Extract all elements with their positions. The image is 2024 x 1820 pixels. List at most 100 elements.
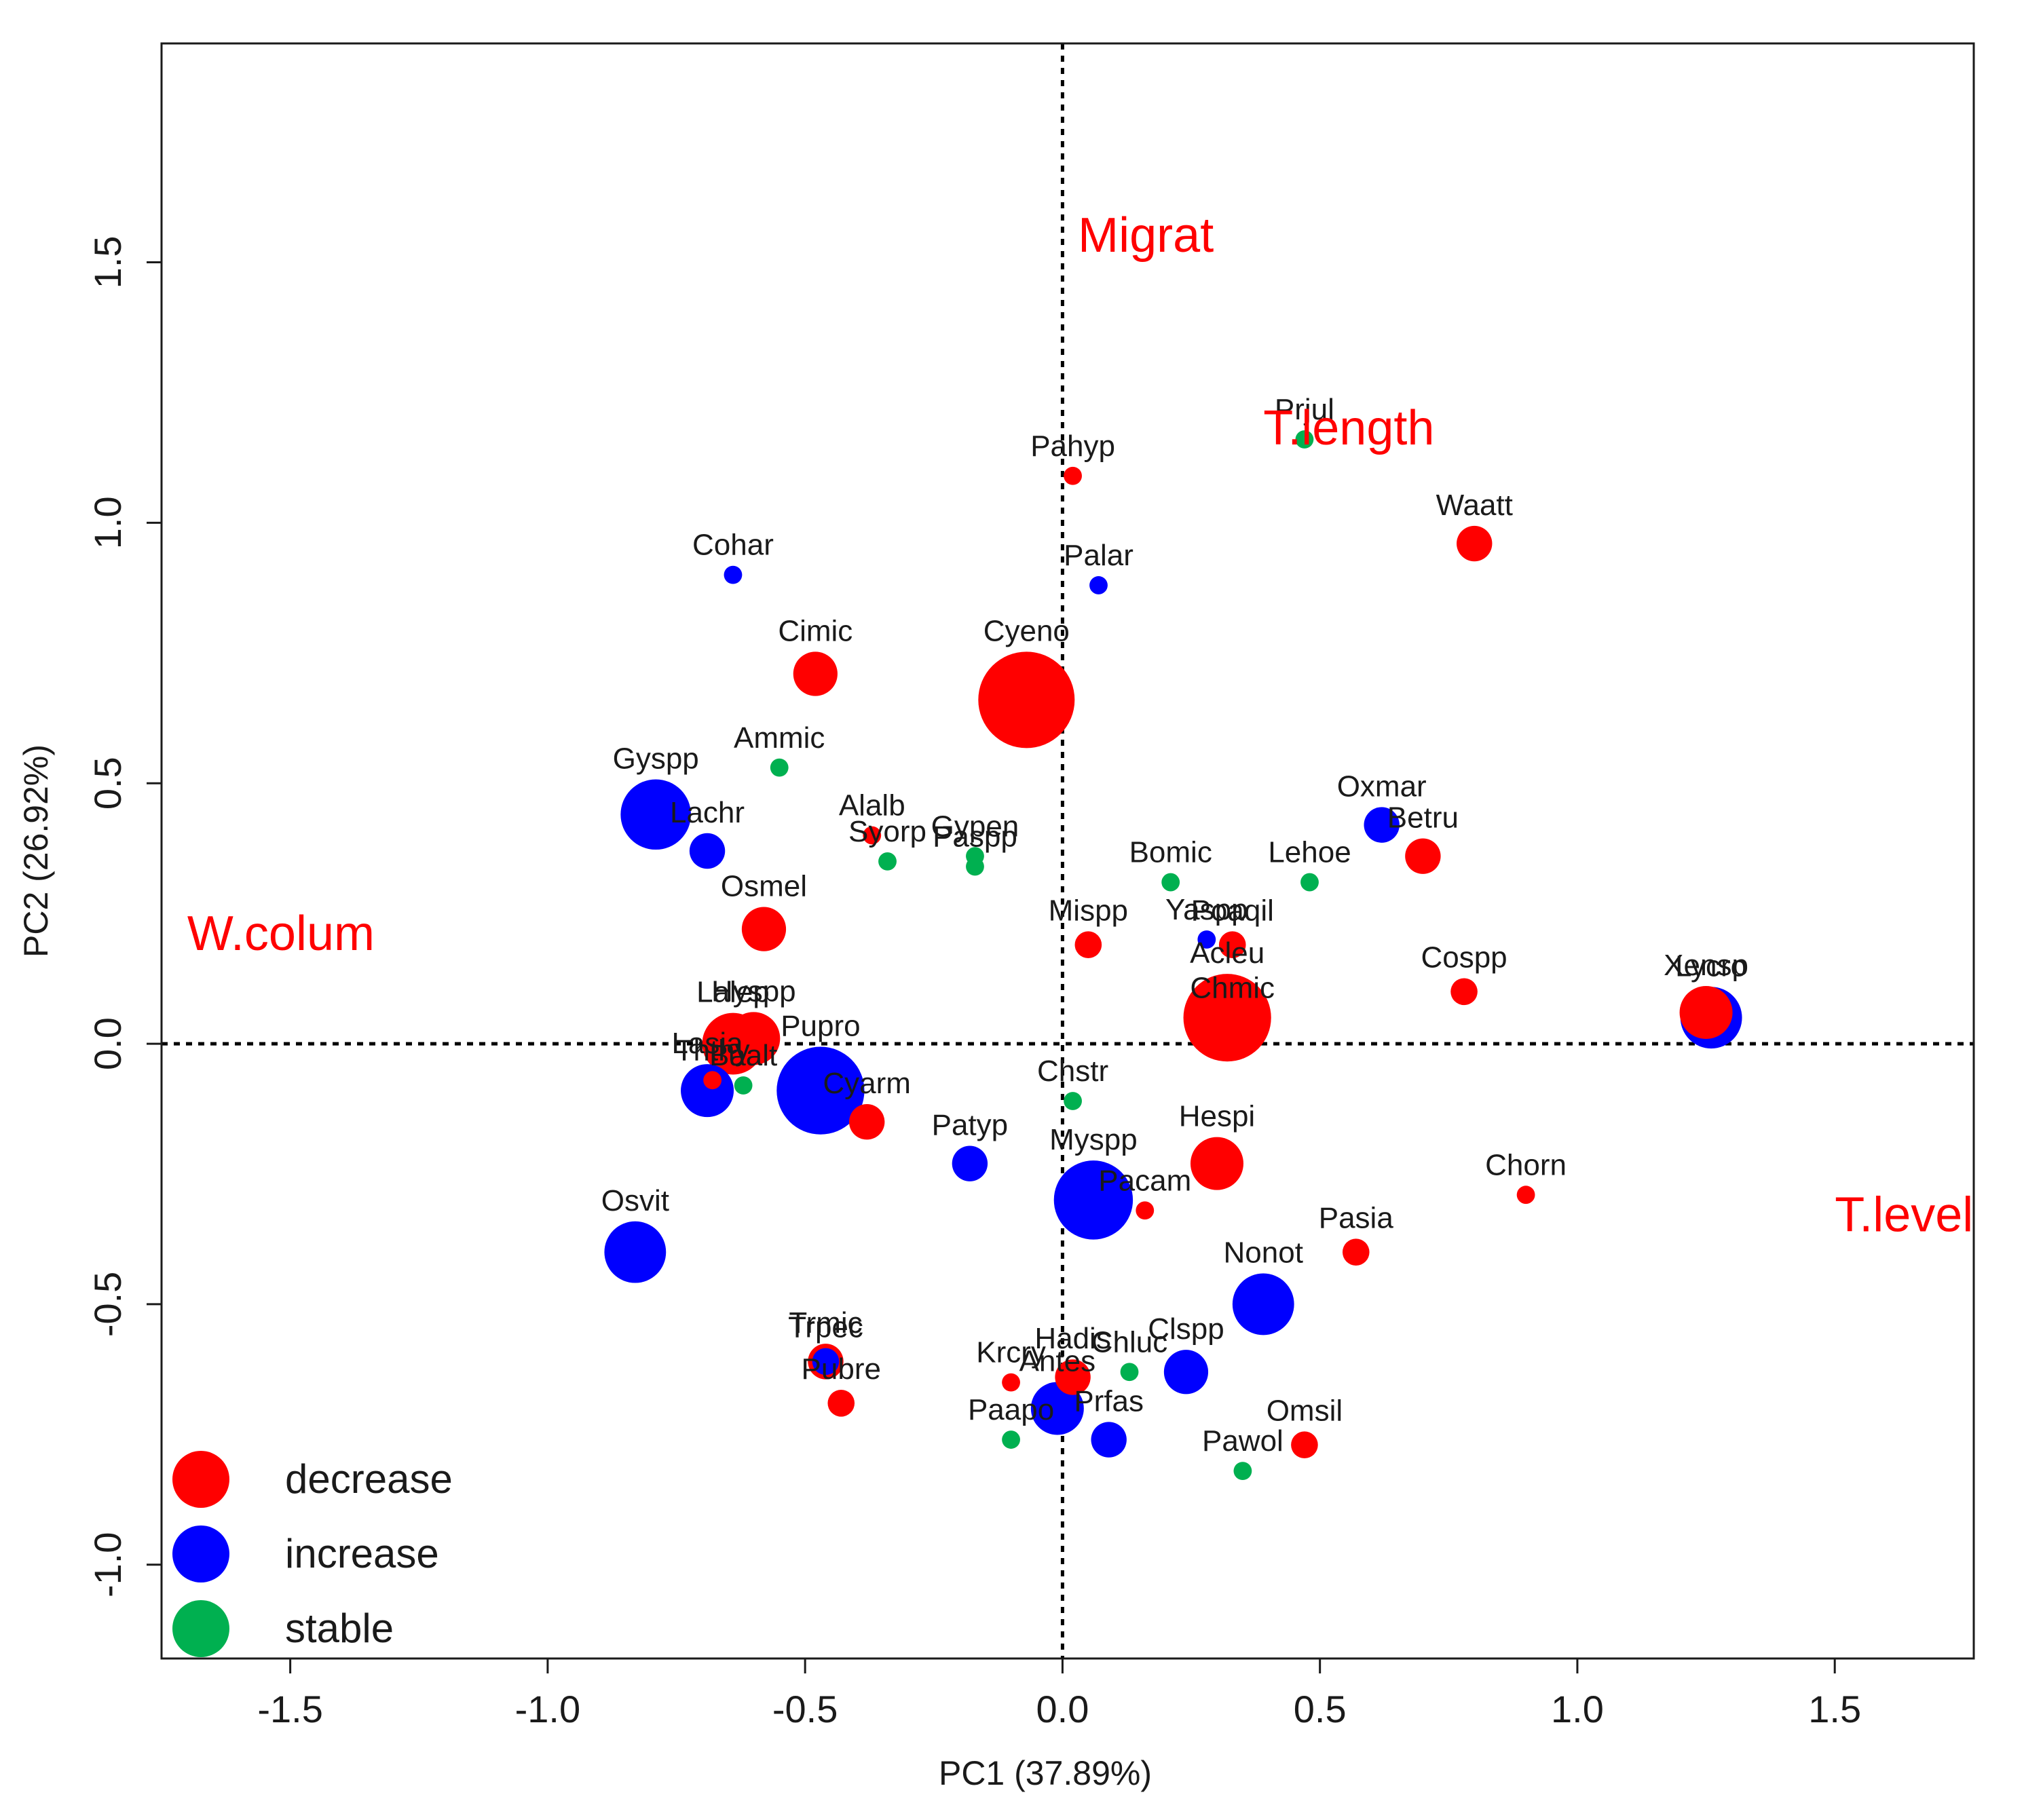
data-point-label: Lehoe xyxy=(1268,836,1351,869)
data-point xyxy=(727,1012,781,1065)
y-tick-label: 1.0 xyxy=(86,496,129,549)
y-tick-label: 0.5 xyxy=(86,757,129,810)
data-point-label: Osmel xyxy=(721,870,807,903)
legend: decrease increase stable xyxy=(172,1451,453,1657)
data-point-label: Prfas xyxy=(1074,1384,1144,1418)
data-point-label: Ththy xyxy=(675,1034,750,1067)
data-point-label: Yaspp xyxy=(1165,893,1248,926)
legend-marker xyxy=(172,1525,229,1582)
data-point xyxy=(1450,978,1478,1006)
data-point-label: Alalb xyxy=(839,789,905,822)
variable-label: T.level xyxy=(1835,1188,1973,1242)
data-point xyxy=(1516,1186,1535,1205)
data-point-label: Pasia xyxy=(1319,1201,1394,1234)
data-point-label: Paspp xyxy=(933,820,1017,854)
data-point-label: Bomic xyxy=(1129,836,1212,869)
data-point-label: Clspp xyxy=(1148,1312,1224,1346)
data-point xyxy=(776,1046,865,1135)
data-point-label: Krcry xyxy=(976,1336,1046,1369)
variable-label: Migrat xyxy=(1078,208,1214,263)
data-point xyxy=(1218,931,1246,958)
data-point-label: Hespi xyxy=(1179,1100,1256,1133)
data-point-label: Baalt xyxy=(709,1039,777,1072)
data-point-label: Antes xyxy=(1019,1344,1096,1378)
data-point xyxy=(1064,1092,1082,1110)
y-tick-label: 0.0 xyxy=(86,1017,129,1070)
y-axis: -1.0 -0.5 0.0 0.5 1.0 1.5 xyxy=(86,236,162,1598)
data-point xyxy=(689,833,726,869)
x-tick-label: 0.0 xyxy=(1036,1688,1089,1730)
data-point-label: Waatt xyxy=(1436,489,1513,522)
data-point-label: Ammic xyxy=(734,721,825,755)
data-point-label: Chluc xyxy=(1091,1325,1168,1359)
data-point-label: Pacam xyxy=(1098,1164,1191,1197)
data-point-label: Gypen xyxy=(931,810,1019,843)
data-point xyxy=(1163,1350,1209,1395)
data-point-label: Omsil xyxy=(1267,1394,1343,1427)
variable-label: T.length xyxy=(1263,401,1434,455)
data-point-label: Prjul xyxy=(1275,393,1334,426)
data-point xyxy=(1679,986,1733,1039)
data-point-label: Syorp xyxy=(848,815,926,848)
data-point xyxy=(620,779,691,850)
data-point-label: Trpec xyxy=(788,1311,863,1344)
legend-marker xyxy=(172,1451,229,1508)
data-point xyxy=(863,826,882,845)
data-point xyxy=(1232,1273,1294,1335)
data-point-label: Chstr xyxy=(1037,1055,1108,1088)
data-point-label: Mispp xyxy=(1049,894,1128,927)
data-point-label: Oxmar xyxy=(1337,770,1427,803)
data-point-label: Betru xyxy=(1387,801,1459,834)
data-point-label: Lycro xyxy=(1675,949,1747,983)
x-tick-label: 0.5 xyxy=(1294,1688,1347,1730)
x-tick-label: 1.0 xyxy=(1551,1688,1604,1730)
data-point xyxy=(741,907,787,951)
data-point xyxy=(1091,1422,1127,1458)
data-point xyxy=(952,1145,988,1181)
data-point-label: Patyp xyxy=(932,1108,1009,1141)
data-point xyxy=(1342,1238,1370,1266)
data-point-label: Xensp xyxy=(1664,949,1748,982)
data-point-label: Cyarm xyxy=(823,1067,911,1100)
data-point xyxy=(878,852,897,871)
data-point xyxy=(848,1104,885,1140)
data-point-label: Acleu xyxy=(1190,936,1264,970)
data-point xyxy=(770,758,789,777)
data-point xyxy=(1055,1359,1091,1395)
data-point xyxy=(1223,1008,1242,1027)
data-point-label: Cohar xyxy=(692,529,774,562)
data-point xyxy=(1074,931,1102,958)
data-point xyxy=(1233,1462,1252,1481)
data-point-label: Hyspp xyxy=(711,974,796,1008)
data-point xyxy=(812,1348,840,1376)
data-point-label: Lasia xyxy=(671,1027,743,1060)
data-points xyxy=(604,430,1742,1481)
data-point-label: Poaqil xyxy=(1191,894,1274,927)
plot-frame xyxy=(160,42,1975,1660)
data-point xyxy=(1002,1430,1020,1449)
data-point xyxy=(1136,1201,1155,1220)
data-point xyxy=(1064,466,1082,485)
data-point-label: Trmic xyxy=(789,1306,862,1340)
data-point xyxy=(1053,1160,1133,1240)
data-point xyxy=(724,565,743,584)
legend-label: increase xyxy=(285,1531,439,1576)
data-point xyxy=(966,857,984,876)
x-axis-title: PC1 (37.89%) xyxy=(939,1754,1152,1792)
data-point xyxy=(734,1076,753,1095)
x-tick-label: 1.5 xyxy=(1808,1688,1861,1730)
data-point xyxy=(1089,576,1108,594)
data-point-label: Pawol xyxy=(1202,1424,1283,1458)
data-point xyxy=(1364,807,1400,843)
y-tick-label: -1.0 xyxy=(86,1532,129,1598)
legend-marker xyxy=(172,1600,229,1657)
data-point xyxy=(1405,838,1441,874)
data-point xyxy=(1457,525,1493,562)
data-point xyxy=(1300,873,1319,892)
x-tick-label: -1.5 xyxy=(257,1688,323,1730)
data-point xyxy=(1120,1363,1139,1382)
data-point-label: Paapo xyxy=(968,1393,1054,1426)
data-point-label: Osvit xyxy=(601,1184,669,1217)
